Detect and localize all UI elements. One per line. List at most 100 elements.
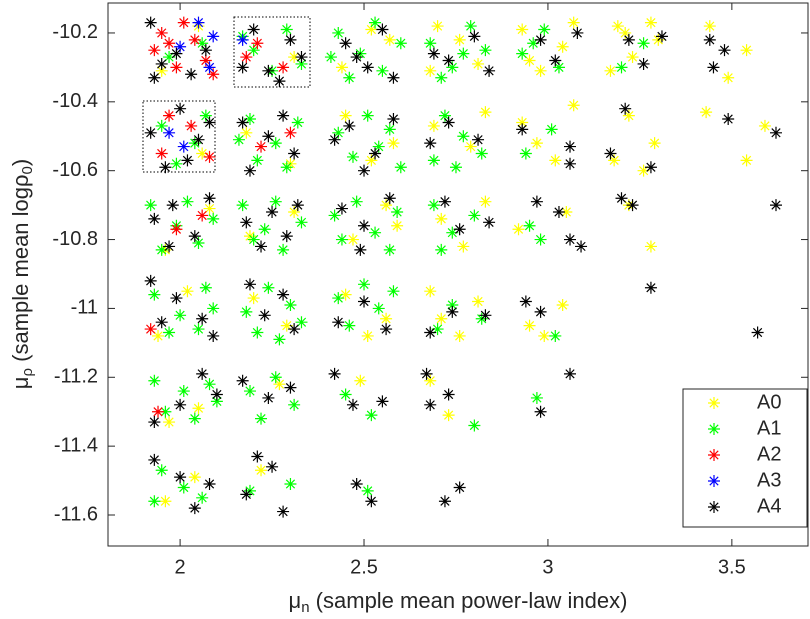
point [251,450,264,463]
y-tick-label: -10.8 [52,228,98,250]
point [391,219,404,232]
point [280,23,293,36]
point [376,23,389,36]
point [464,140,477,153]
legend-marker [708,423,720,435]
point [170,47,183,60]
point [262,64,275,77]
point [376,64,389,77]
point [155,464,168,477]
legend-marker [708,397,720,409]
point [251,154,264,167]
point [453,481,466,494]
legend-label: A2 [757,443,781,465]
point [435,71,448,84]
point [258,309,271,322]
point [420,367,433,380]
point [255,140,268,153]
point [269,137,282,150]
y-label-symbol: μ [8,377,33,390]
point [247,44,260,57]
point [203,116,216,129]
point [427,199,440,212]
legend-label: A0 [757,391,781,413]
point [170,157,183,170]
point [266,460,279,473]
point [159,495,172,508]
point [207,68,220,81]
point [516,23,529,36]
point [255,240,268,253]
point [556,298,569,311]
point [383,243,396,256]
point [424,326,437,339]
point [243,164,256,177]
point [703,20,716,33]
point [545,123,558,136]
point [549,329,562,342]
point [192,16,205,29]
point [538,23,551,36]
point [346,150,359,163]
point [174,102,187,115]
point [534,233,547,246]
point [552,61,565,74]
point [277,505,290,518]
point [185,119,198,132]
point [435,243,448,256]
point [163,416,176,429]
legend-marker [708,475,720,487]
point [383,123,396,136]
point [148,288,161,301]
point [335,61,348,74]
point [519,147,532,160]
point [144,126,157,139]
point [655,30,668,43]
point [192,133,205,146]
point [571,26,584,39]
legend-box [682,388,808,528]
point [431,323,444,336]
point [163,240,176,253]
point [335,202,348,215]
point [192,236,205,249]
point [324,51,337,64]
point [148,416,161,429]
point [564,233,577,246]
point [564,157,577,170]
point [339,37,352,50]
point [358,219,371,232]
x-label-subscript: n [301,599,309,616]
point [236,374,249,387]
point [549,154,562,167]
point [424,374,437,387]
point [387,71,400,84]
point [637,164,650,177]
point [751,326,764,339]
point [247,233,260,246]
point [144,199,157,212]
point [358,164,371,177]
y-tick-label: -11.4 [54,434,98,456]
point [332,26,345,39]
point [203,61,216,74]
point [552,206,565,219]
point [328,209,341,222]
point [207,30,220,43]
point [159,161,172,174]
point [380,312,393,325]
point [255,412,268,425]
point [394,161,407,174]
point [269,371,282,384]
point [703,33,716,46]
point [622,109,635,122]
point [243,278,256,291]
point [174,40,187,53]
point [611,20,624,33]
point [174,398,187,411]
point [564,140,577,153]
point [527,37,540,50]
point [472,133,485,146]
point [258,223,271,236]
point [479,106,492,119]
